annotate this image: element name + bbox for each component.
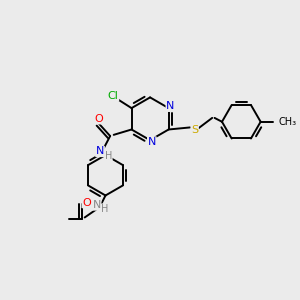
Text: H: H: [105, 151, 112, 161]
Text: O: O: [82, 198, 91, 208]
Text: N: N: [166, 101, 175, 111]
Text: CH₃: CH₃: [278, 117, 297, 127]
Text: N: N: [148, 137, 156, 147]
Text: S: S: [191, 125, 198, 135]
Text: O: O: [94, 114, 103, 124]
Text: N: N: [96, 146, 104, 157]
Text: Cl: Cl: [108, 91, 118, 100]
Text: N: N: [92, 200, 101, 210]
Text: H: H: [101, 204, 109, 214]
